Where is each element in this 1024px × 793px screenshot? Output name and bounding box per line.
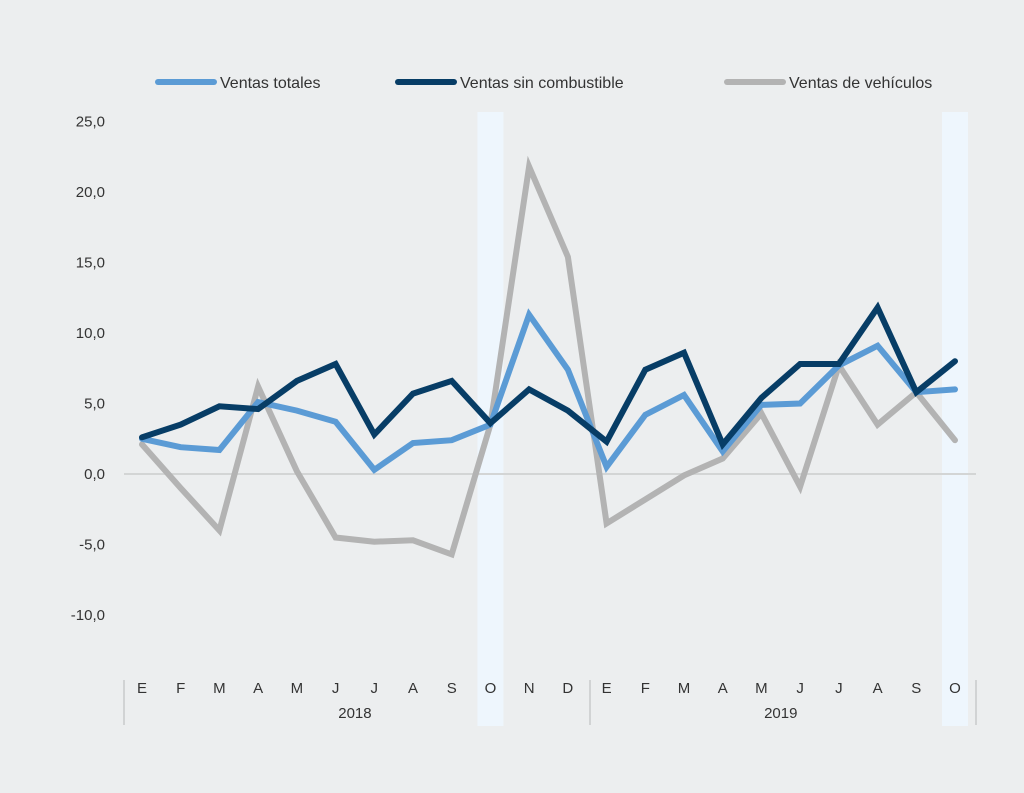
x-tick-label: J <box>332 680 340 697</box>
x-tick-label: M <box>291 680 304 697</box>
legend-label: Ventas totales <box>220 75 321 92</box>
series-line-1 <box>139 301 958 451</box>
x-tick-label: D <box>562 680 573 697</box>
x-tick-label: S <box>447 680 457 697</box>
x-year-label: 2019 <box>764 705 797 722</box>
x-tick-label: S <box>911 680 921 697</box>
y-tick-label: 20,0 <box>76 184 105 201</box>
y-tick-label: 25,0 <box>76 114 105 131</box>
highlight-band <box>942 112 968 726</box>
x-year-label: 2018 <box>338 705 371 722</box>
x-tick-label: E <box>602 680 612 697</box>
y-tick-label: 15,0 <box>76 255 105 272</box>
x-tick-label: O <box>485 680 497 697</box>
x-tick-label: F <box>641 680 650 697</box>
x-tick-label: M <box>678 680 691 697</box>
series-line-2 <box>139 155 958 559</box>
x-tick-label: A <box>873 680 883 697</box>
x-tick-label: A <box>253 680 263 697</box>
x-tick-label: M <box>213 680 226 697</box>
x-tick-label: J <box>796 680 804 697</box>
x-tick-label: J <box>371 680 379 697</box>
y-tick-label: 10,0 <box>76 325 105 342</box>
x-tick-label: N <box>524 680 535 697</box>
series-line-0 <box>139 308 958 474</box>
y-tick-label: 0,0 <box>84 466 105 483</box>
x-tick-label: O <box>949 680 961 697</box>
legend-label: Ventas de vehículos <box>789 75 932 92</box>
y-tick-label: 5,0 <box>84 396 105 413</box>
x-tick-label: J <box>835 680 843 697</box>
x-tick-label: A <box>718 680 728 697</box>
legend-label: Ventas sin combustible <box>460 75 624 92</box>
x-tick-label: E <box>137 680 147 697</box>
y-tick-label: -5,0 <box>79 537 105 554</box>
x-tick-label: A <box>408 680 418 697</box>
y-tick-label: -10,0 <box>71 607 105 624</box>
x-tick-label: M <box>755 680 768 697</box>
x-tick-label: F <box>176 680 185 697</box>
